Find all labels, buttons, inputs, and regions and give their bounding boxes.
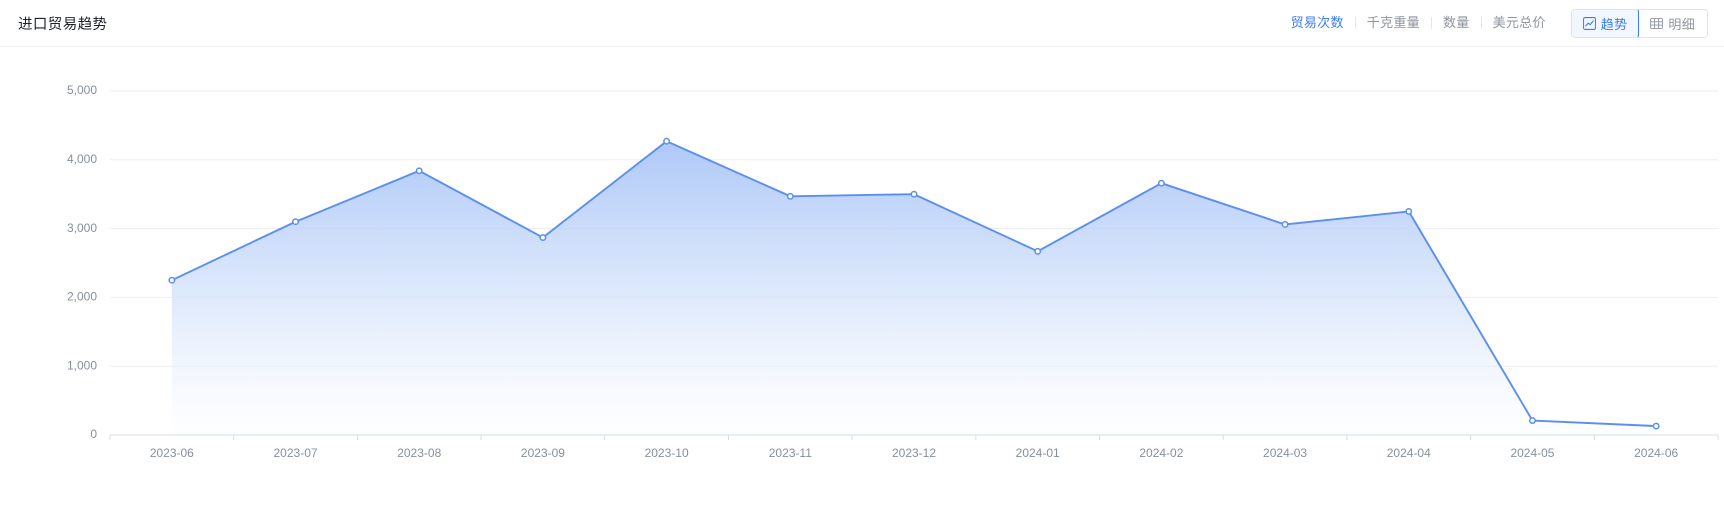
table-grid-icon xyxy=(1650,17,1664,30)
tab-usd-total[interactable]: 美元总价 xyxy=(1492,15,1546,30)
panel-header: 进口贸易趋势 贸易次数 千克重量 数量 美元总价 xyxy=(0,0,1724,47)
x-axis-tick-label: 2023-10 xyxy=(645,446,689,460)
metric-tab-group: 贸易次数 千克重量 数量 美元总价 xyxy=(1280,13,1557,33)
y-axis-tick-label: 0 xyxy=(90,427,97,441)
x-axis-tick-label: 2024-04 xyxy=(1387,446,1431,460)
x-axis-tick-label: 2024-02 xyxy=(1139,446,1183,460)
area-fill xyxy=(171,141,1657,435)
tab-trade-count[interactable]: 贸易次数 xyxy=(1290,15,1344,30)
x-axis-tick-label: 2024-06 xyxy=(1634,446,1678,460)
data-point-marker[interactable] xyxy=(292,218,299,226)
tab-separator xyxy=(1430,17,1432,29)
data-markers xyxy=(168,137,1660,430)
x-axis-tick-label: 2023-07 xyxy=(274,446,318,460)
data-point-marker[interactable] xyxy=(415,167,423,175)
data-point-marker[interactable] xyxy=(663,137,671,145)
data-point-marker[interactable] xyxy=(539,234,547,241)
view-toggle-group: 趋势 明细 xyxy=(1570,8,1708,38)
axis-lines xyxy=(109,434,1719,440)
data-point-marker[interactable] xyxy=(1034,247,1042,255)
y-axis-tick-label: 1,000 xyxy=(67,358,97,372)
x-axis-tick-label: 2023-11 xyxy=(769,446,812,460)
view-button-detail[interactable]: 明细 xyxy=(1638,9,1707,37)
trend-chart[interactable]: 0 1,000 2,000 3,000 4,000 5,000 2023-06 2023-0… xyxy=(0,47,1724,515)
data-point-marker[interactable] xyxy=(1652,422,1660,430)
page-title: 进口贸易趋势 xyxy=(18,16,108,33)
data-point-marker[interactable] xyxy=(168,276,176,284)
y-axis-tick-label: 4,000 xyxy=(67,152,97,166)
x-axis-tick-label: 2023-06 xyxy=(150,446,194,460)
tab-separator xyxy=(1480,17,1482,29)
data-point-marker[interactable] xyxy=(910,190,918,198)
x-axis-tick-label: 2024-05 xyxy=(1510,446,1554,460)
tab-kg-weight[interactable]: 千克重量 xyxy=(1366,15,1420,30)
view-button-trend[interactable]: 趋势 xyxy=(1571,9,1640,37)
data-point-marker[interactable] xyxy=(1529,417,1536,425)
data-point-marker[interactable] xyxy=(1157,179,1165,187)
y-axis-tick-label: 5,000 xyxy=(67,83,97,97)
x-axis-tick-label: 2023-12 xyxy=(892,446,936,460)
tab-quantity[interactable]: 数量 xyxy=(1442,15,1470,30)
view-button-trend-label: 趋势 xyxy=(1600,16,1628,32)
x-axis-tick-label: 2024-01 xyxy=(1016,446,1060,460)
data-point-marker[interactable] xyxy=(1281,221,1289,228)
header-controls: 贸易次数 千克重量 数量 美元总价 趋势 xyxy=(1280,8,1708,38)
x-axis-tick-label: 2023-09 xyxy=(521,446,565,460)
y-axis-tick-label: 2,000 xyxy=(67,290,97,304)
y-axis-labels: 0 1,000 2,000 3,000 4,000 5,000 xyxy=(67,83,97,441)
x-axis-tick-label: 2024-03 xyxy=(1263,446,1307,460)
trend-chart-icon xyxy=(1582,16,1596,30)
view-button-detail-label: 明细 xyxy=(1668,16,1695,32)
x-axis-labels: 2023-06 2023-07 2023-08 2023-09 2023-10 2023-… xyxy=(150,446,1679,460)
tab-separator xyxy=(1354,17,1356,29)
y-axis-tick-label: 3,000 xyxy=(67,221,97,235)
data-point-marker[interactable] xyxy=(1405,207,1413,215)
data-point-marker[interactable] xyxy=(786,192,794,200)
x-axis-tick-label: 2023-08 xyxy=(397,446,441,460)
